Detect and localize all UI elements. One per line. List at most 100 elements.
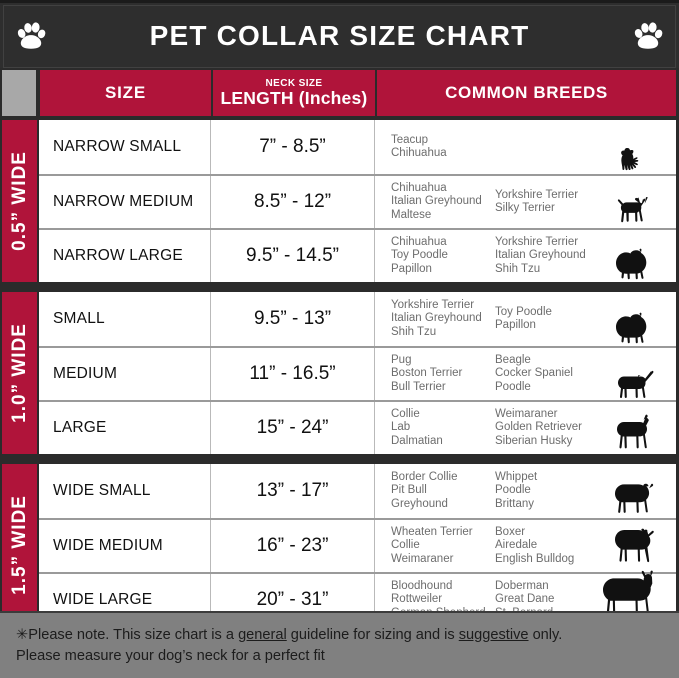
breed-name: Shih Tzu — [391, 325, 437, 338]
cell-size-name: SMALL — [39, 292, 211, 346]
column-header-length-main: LENGTH (Inches) — [220, 88, 368, 109]
breed-name: Chihuahua — [391, 235, 447, 248]
breed-name: Lab — [391, 421, 411, 434]
table-body: 0.5” WIDE NARROW SMALL 7” - 8.5” Teacup Chih… — [0, 118, 679, 628]
breed-name: Yorkshire Terrier — [391, 298, 475, 311]
cell-neck-length: 20” - 31” — [211, 574, 375, 626]
cell-common-breeds: Chihuahua Toy Poodle Papillon Yorkshire Ter… — [375, 230, 676, 282]
size-group-rows: SMALL 9.5” - 13” Yorkshire Terrier Italian … — [38, 290, 679, 456]
cell-neck-length: 11” - 16.5” — [211, 348, 375, 400]
bulldog-silhouette-icon — [596, 464, 672, 518]
breed-list: Yorkshire Terrier Italian Greyhound Shih T… — [495, 236, 605, 276]
breed-list: Pug Boston Terrier Bull Terrier — [391, 354, 495, 394]
column-header-size: SIZE — [38, 68, 211, 118]
breed-name: Pug — [391, 353, 412, 366]
breed-name: Toy Poodle — [495, 305, 552, 318]
cell-size-name: MEDIUM — [39, 348, 211, 400]
breed-name: Wheaten Terrier — [391, 525, 473, 538]
breed-name: Boston Terrier — [391, 367, 463, 380]
chihuahua-silhouette-icon — [596, 174, 672, 228]
breed-list: Yorkshire Terrier Silky Terrier — [495, 189, 605, 216]
breed-name: Weimaraner — [391, 552, 454, 565]
paw-print-icon — [634, 21, 663, 49]
breed-name: Poodle — [495, 484, 531, 497]
table-row: LARGE 15” - 24” Collie Lab Dalmatian Weimaran… — [39, 400, 676, 454]
breed-name: Bull Terrier — [391, 380, 446, 393]
cell-common-breeds: Chihuahua Italian Greyhound Maltese Yorkshi… — [375, 176, 676, 228]
table-row: MEDIUM 11” - 16.5” Pug Boston Terrier Bull T… — [39, 346, 676, 400]
footer-note: ✳Please note. This size chart is a gener… — [0, 611, 679, 678]
cell-neck-length: 15” - 24” — [211, 402, 375, 454]
pitbull-silhouette-icon — [596, 518, 672, 572]
footer-line-1: ✳Please note. This size chart is a gener… — [16, 625, 663, 646]
page-title: PET COLLAR SIZE CHART — [149, 19, 530, 51]
cell-common-breeds: Teacup Chihuahua — [375, 120, 676, 174]
footer-line-2: Please measure your dog’s neck for a per… — [16, 648, 325, 664]
breed-name: Brittany — [495, 497, 534, 510]
breed-name: Airedale — [495, 539, 538, 552]
breed-name: Poodle — [495, 380, 531, 393]
breed-name: Italian Greyhound — [495, 249, 586, 262]
cell-common-breeds: Pug Boston Terrier Bull Terrier Beagle Cocke… — [375, 348, 676, 400]
breed-list: Whippet Poodle Brittany — [495, 471, 605, 511]
yorkshire-terrier-silhouette-icon — [596, 120, 672, 174]
breed-name: Collie — [391, 407, 420, 420]
breed-name: Silky Terrier — [495, 202, 555, 214]
cell-size-name: NARROW MEDIUM — [39, 176, 211, 228]
breed-name: Weimaraner — [495, 407, 558, 420]
footer-text-b: guideline for sizing and is — [286, 627, 459, 643]
breed-name: Beagle — [495, 353, 531, 366]
column-header-length-sublabel: NECK SIZE — [265, 77, 323, 89]
size-group-rows: WIDE SMALL 13” - 17” Border Collie Pit Bull… — [38, 462, 679, 628]
cell-size-name: WIDE LARGE — [39, 574, 211, 626]
breed-name: Chihuahua — [391, 181, 447, 194]
cell-neck-length: 9.5” - 13” — [211, 292, 375, 346]
cell-neck-length: 13” - 17” — [211, 464, 375, 518]
pomeranian-silhouette-icon — [596, 292, 672, 346]
cell-common-breeds: Collie Lab Dalmatian Weimaraner Golden Retri… — [375, 402, 676, 454]
footer-text-a: ✳Please note. This size chart is a — [16, 627, 239, 643]
cell-neck-length: 8.5” - 12” — [211, 176, 375, 228]
breed-name: Doberman — [495, 579, 549, 592]
breed-list: Wheaten Terrier Collie Weimaraner — [391, 526, 495, 566]
cell-size-name: WIDE SMALL — [39, 464, 211, 518]
breed-list: Chihuahua Toy Poodle Papillon — [391, 236, 495, 276]
breed-name: Bloodhound — [391, 579, 453, 592]
cell-size-name: LARGE — [39, 402, 211, 454]
breed-list: Collie Lab Dalmatian — [391, 408, 495, 448]
breed-name: Dalmatian — [391, 434, 443, 447]
breed-list: Border Collie Pit Bull Greyhound — [391, 471, 495, 511]
size-group-rows: NARROW SMALL 7” - 8.5” Teacup Chihuahua NARR… — [38, 118, 679, 284]
breed-list: Weimaraner Golden Retriever Siberian Husky — [495, 408, 605, 448]
cell-neck-length: 16” - 23” — [211, 520, 375, 572]
breed-name: Siberian Husky — [495, 434, 573, 447]
breed-name: Golden Retriever — [495, 421, 582, 434]
column-header-breeds: COMMON BREEDS — [375, 68, 679, 118]
footer-text-c: only. — [528, 627, 563, 643]
cell-neck-length: 7” - 8.5” — [211, 120, 375, 174]
breed-name: English Bulldog — [495, 552, 575, 565]
breed-name: Border Collie — [391, 470, 458, 483]
table-column-header-row: SIZE NECK SIZE LENGTH (Inches) COMMON BR… — [0, 68, 679, 118]
corner-spacer-cell — [0, 68, 38, 118]
column-header-length: NECK SIZE LENGTH (Inches) — [211, 68, 375, 118]
width-group-label-text: 1.0” WIDE — [8, 323, 30, 423]
breed-name: Boxer — [495, 525, 526, 538]
size-group: 1.5” WIDE WIDE SMALL 13” - 17” Border Colli… — [0, 462, 679, 628]
cell-size-name: WIDE MEDIUM — [39, 520, 211, 572]
breed-name: Rottweiler — [391, 593, 443, 606]
breed-name: Papillon — [391, 262, 432, 275]
breed-name: Teacup — [391, 133, 429, 146]
cell-size-name: NARROW LARGE — [39, 230, 211, 282]
breed-name: Whippet — [495, 470, 538, 483]
width-group-label-text: 0.5” WIDE — [8, 151, 30, 251]
breed-list: Teacup Chihuahua — [391, 134, 495, 161]
chart-header: PET COLLAR SIZE CHART — [0, 0, 679, 68]
table-row: NARROW MEDIUM 8.5” - 12” Chihuahua Italian … — [39, 174, 676, 228]
cell-size-name: NARROW SMALL — [39, 120, 211, 174]
breed-name: Yorkshire Terrier — [495, 188, 579, 201]
breed-list: Yorkshire Terrier Italian Greyhound Shih T… — [391, 299, 495, 339]
width-group-label-text: 1.5” WIDE — [8, 495, 30, 595]
cell-common-breeds: Border Collie Pit Bull Greyhound Whippet Poo… — [375, 464, 676, 518]
